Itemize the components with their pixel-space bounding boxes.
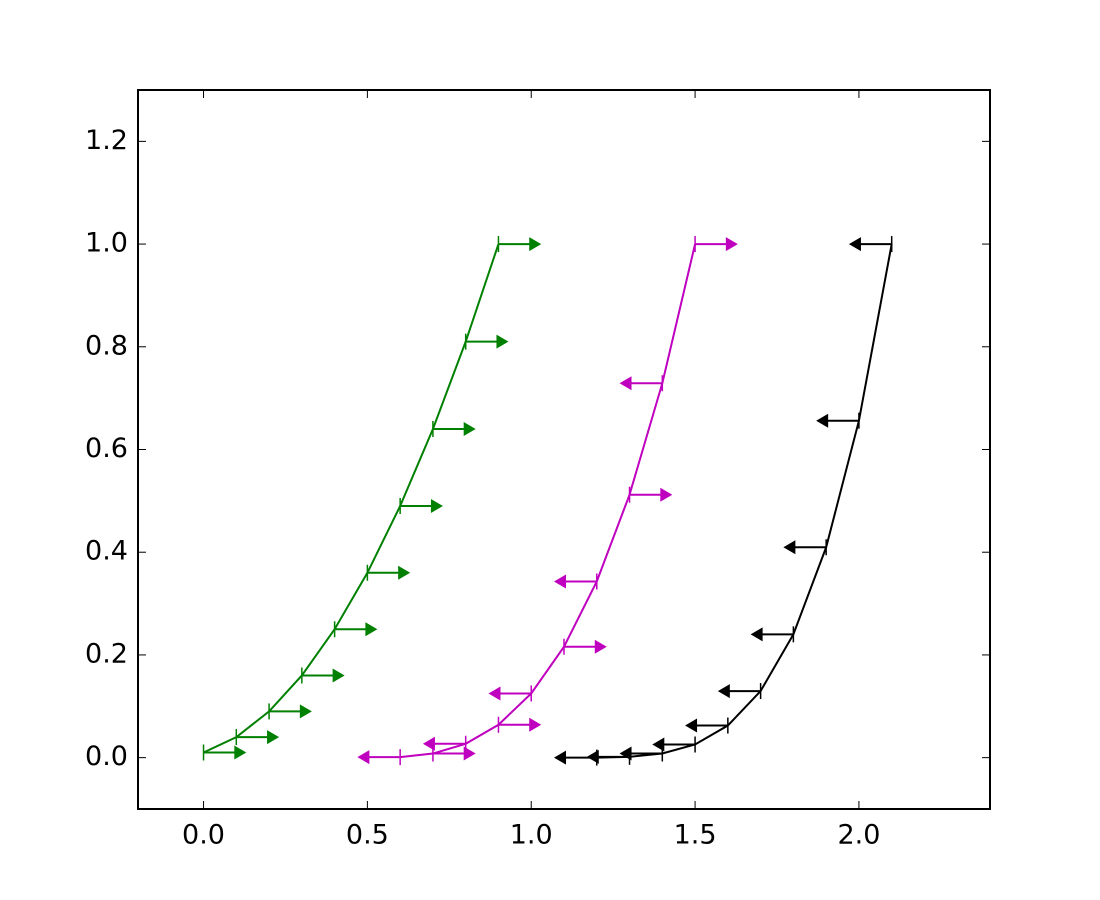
- limit-arrow: [660, 487, 673, 502]
- limit-arrow: [299, 704, 312, 719]
- limit-arrow: [717, 684, 730, 699]
- limit-arrow: [652, 737, 665, 752]
- limit-arrow: [496, 334, 509, 349]
- x-tick-label: 1.0: [510, 820, 553, 851]
- limit-arrow: [554, 574, 566, 589]
- limit-arrow: [398, 565, 411, 580]
- y-tick-label: 0.4: [85, 536, 128, 567]
- limit-arrow: [783, 540, 796, 555]
- x-tick-label: 0.0: [182, 820, 225, 851]
- limit-arrow: [586, 749, 599, 764]
- y-tick-label: 0.8: [85, 330, 128, 361]
- limit-arrow: [619, 376, 632, 391]
- series-line: [203, 243, 500, 754]
- y-tick-label: 1.2: [85, 125, 128, 156]
- y-tick-label: 0.0: [85, 741, 128, 772]
- limit-arrow: [463, 421, 476, 436]
- limit-arrow: [422, 736, 435, 751]
- limit-arrow: [529, 717, 542, 732]
- x-tick-label: 2.0: [837, 820, 880, 851]
- limit-arrow: [488, 686, 501, 701]
- limit-arrow: [848, 237, 861, 252]
- y-tick-label: 0.2: [85, 638, 128, 669]
- series-line: [400, 243, 697, 759]
- limit-arrow: [463, 746, 476, 761]
- limit-arrow: [750, 627, 763, 642]
- limit-arrow: [594, 639, 607, 654]
- x-tick-label: 0.5: [346, 820, 389, 851]
- limit-arrow: [619, 746, 632, 761]
- series-line: [596, 243, 893, 759]
- plot-frame: [137, 89, 991, 810]
- x-tick-label: 1.5: [674, 820, 717, 851]
- limit-arrow: [529, 237, 542, 252]
- limit-arrow: [357, 750, 370, 765]
- limit-arrow: [816, 413, 829, 428]
- limit-arrow: [332, 668, 345, 683]
- y-tick-label: 0.6: [85, 433, 128, 464]
- limit-arrow: [725, 237, 738, 252]
- limit-arrow: [267, 730, 280, 745]
- limit-arrow: [685, 718, 698, 733]
- limit-arrow: [554, 750, 566, 765]
- y-tick-label: 1.0: [85, 228, 128, 259]
- limit-arrow: [365, 622, 378, 637]
- limit-arrow: [234, 745, 247, 760]
- limit-arrow: [430, 498, 443, 513]
